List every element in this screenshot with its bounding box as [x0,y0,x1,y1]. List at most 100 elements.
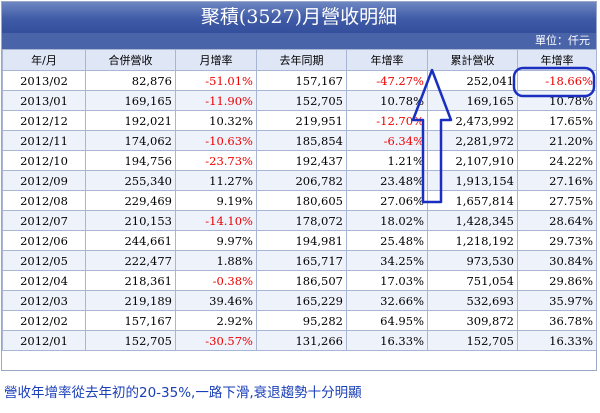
cell-last-year: 178,072 [256,210,347,231]
cell-month: 2012/11 [2,130,86,151]
cell-month: 2012/01 [2,330,86,351]
cell-revenue: 244,661 [85,230,176,251]
cell-yoy: 17.03% [346,270,428,291]
cell-month: 2012/04 [2,270,86,291]
cell-last-year: 165,229 [256,290,347,311]
cell-mom: -10.63% [175,130,257,151]
cell-last-year: 165,717 [256,250,347,271]
cell-yoy: 1.21% [346,150,428,171]
cell-last-year: 185,854 [256,130,347,151]
cell-yoy: -6.34% [346,130,428,151]
cell-cumulative: 2,281,972 [427,130,518,151]
cell-revenue: 152,705 [85,330,176,351]
cell-cumulative-yoy: 30.84% [517,250,597,271]
revenue-table: 年/月 合併營收 月增率 去年同期 年增率 累計營收 年增率 2013/02 82… [2,49,597,351]
cell-mom: 9.19% [175,190,257,211]
cell-cumulative: 169,165 [427,90,518,111]
cell-revenue: 210,153 [85,210,176,231]
cell-last-year: 95,282 [256,310,347,331]
cell-mom: 9.97% [175,230,257,251]
cell-cumulative-yoy: 36.78% [517,310,597,331]
table-row: 2012/12 192,021 10.32% 219,951 -12.70% 2,473,… [2,110,597,131]
cell-month: 2013/02 [2,70,86,91]
cell-month: 2012/10 [2,150,86,171]
cell-cumulative-yoy: 35.97% [517,290,597,311]
cell-mom: -0.38% [175,270,257,291]
cell-yoy: -47.27% [346,70,428,91]
table-row: 2012/11 174,062 -10.63% 185,854 -6.34% 2,281,… [2,130,597,151]
table-row: 2012/01 152,705 -30.57% 131,266 16.33% 152,70… [2,330,597,351]
cell-cumulative-yoy: 17.65% [517,110,597,131]
cell-month: 2012/07 [2,210,86,231]
table-row: 2012/05 222,477 1.88% 165,717 34.25% 973,530 3… [2,250,597,271]
col-header-mom: 月增率 [175,49,257,71]
cell-cumulative: 1,657,814 [427,190,518,211]
cell-cumulative: 152,705 [427,330,518,351]
table-row: 2013/02 82,876 -51.01% 157,167 -47.27% 252,04… [2,70,597,91]
cell-last-year: 192,437 [256,150,347,171]
cell-revenue: 219,189 [85,290,176,311]
cell-cumulative-yoy: -18.66% [517,70,597,91]
table-row: 2012/08 229,469 9.19% 180,605 27.06% 1,657,81… [2,190,597,211]
cell-revenue: 192,021 [85,110,176,131]
cell-yoy: 27.06% [346,190,428,211]
col-header-cumulative-yoy: 年增率 [517,49,597,71]
table-row: 2012/06 244,661 9.97% 194,981 25.48% 1,218,19… [2,230,597,251]
cell-last-year: 219,951 [256,110,347,131]
cell-month: 2012/06 [2,230,86,251]
footnote-text: 營收年增率從去年初的20-35%,一路下滑,衰退趨勢十分明顯 [4,385,362,401]
cell-month: 2012/08 [2,190,86,211]
cell-mom: -51.01% [175,70,257,91]
cell-cumulative-yoy: 29.86% [517,270,597,291]
cell-revenue: 169,165 [85,90,176,111]
cell-month: 2013/01 [2,90,86,111]
col-header-revenue: 合併營收 [85,49,176,71]
cell-mom: -14.10% [175,210,257,231]
cell-last-year: 194,981 [256,230,347,251]
col-header-month: 年/月 [2,49,86,71]
cell-cumulative: 1,913,154 [427,170,518,191]
cell-mom: 1.88% [175,250,257,271]
revenue-panel: 聚積(3527)月營收明細 單位：仟元 年/月 合併營收 月增率 去年同期 年增… [1,1,597,371]
cell-month: 2012/12 [2,110,86,131]
cell-revenue: 82,876 [85,70,176,91]
cell-mom: -23.73% [175,150,257,171]
cell-mom: 11.27% [175,170,257,191]
page-title: 聚積(3527)月營收明細 [2,2,596,33]
col-header-last-year: 去年同期 [256,49,347,71]
table-row: 2012/03 219,189 39.46% 165,229 32.66% 532,693… [2,290,597,311]
cell-cumulative-yoy: 16.33% [517,330,597,351]
cell-yoy: 34.25% [346,250,428,271]
cell-cumulative-yoy: 28.64% [517,210,597,231]
cell-month: 2012/03 [2,290,86,311]
cell-yoy: 18.02% [346,210,428,231]
col-header-yoy: 年增率 [346,49,428,71]
cell-yoy: 23.48% [346,170,428,191]
cell-revenue: 194,756 [85,150,176,171]
cell-revenue: 229,469 [85,190,176,211]
cell-cumulative: 1,428,345 [427,210,518,231]
cell-last-year: 157,167 [256,70,347,91]
table-row: 2012/10 194,756 -23.73% 192,437 1.21% 2,107,9… [2,150,597,171]
cell-yoy: 10.78% [346,90,428,111]
cell-cumulative-yoy: 10.78% [517,90,597,111]
cell-last-year: 131,266 [256,330,347,351]
table-row: 2012/07 210,153 -14.10% 178,072 18.02% 1,428,… [2,210,597,231]
cell-cumulative: 1,218,192 [427,230,518,251]
cell-cumulative: 2,473,992 [427,110,518,131]
cell-yoy: 25.48% [346,230,428,251]
cell-month: 2012/09 [2,170,86,191]
cell-last-year: 206,782 [256,170,347,191]
cell-last-year: 180,605 [256,190,347,211]
cell-cumulative: 309,872 [427,310,518,331]
cell-month: 2012/05 [2,250,86,271]
cell-mom: 39.46% [175,290,257,311]
table-row: 2013/01 169,165 -11.90% 152,705 10.78% 169,16… [2,90,597,111]
col-header-cumulative: 累計營收 [427,49,518,71]
cell-yoy: -12.70% [346,110,428,131]
cell-mom: -30.57% [175,330,257,351]
cell-cumulative-yoy: 27.75% [517,190,597,211]
cell-yoy: 64.95% [346,310,428,331]
cell-revenue: 255,340 [85,170,176,191]
cell-revenue: 174,062 [85,130,176,151]
